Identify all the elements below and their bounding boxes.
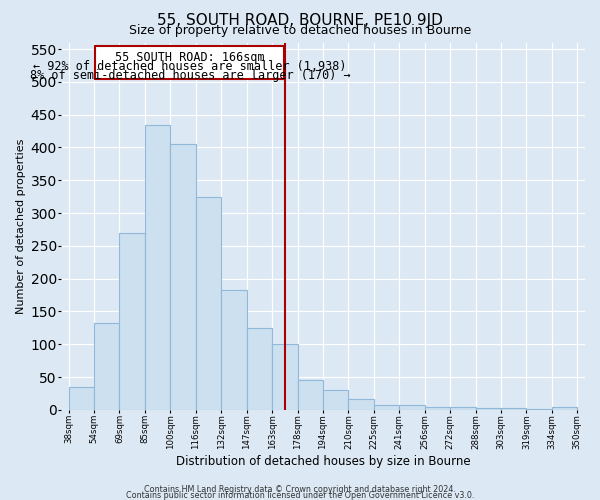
Bar <box>476 408 501 410</box>
Bar <box>247 328 272 410</box>
Text: Contains public sector information licensed under the Open Government Licence v3: Contains public sector information licen… <box>126 492 474 500</box>
Bar <box>425 406 450 410</box>
X-axis label: Distribution of detached houses by size in Bourne: Distribution of detached houses by size … <box>176 454 470 468</box>
Bar <box>323 390 349 410</box>
Bar <box>145 124 170 410</box>
FancyBboxPatch shape <box>95 46 284 78</box>
Bar <box>298 380 323 410</box>
Text: Contains HM Land Registry data © Crown copyright and database right 2024.: Contains HM Land Registry data © Crown c… <box>144 484 456 494</box>
Bar <box>68 387 94 410</box>
Bar <box>119 233 145 410</box>
Text: 55 SOUTH ROAD: 166sqm: 55 SOUTH ROAD: 166sqm <box>115 51 265 64</box>
Bar <box>349 398 374 410</box>
Bar <box>196 196 221 410</box>
Text: 8% of semi-detached houses are larger (170) →: 8% of semi-detached houses are larger (1… <box>29 70 350 82</box>
Bar <box>450 408 476 410</box>
Bar <box>526 408 552 410</box>
Text: 55, SOUTH ROAD, BOURNE, PE10 9JD: 55, SOUTH ROAD, BOURNE, PE10 9JD <box>157 12 443 28</box>
Bar <box>552 408 577 410</box>
Bar <box>400 404 425 410</box>
Bar <box>374 404 400 410</box>
Bar <box>272 344 298 410</box>
Bar <box>94 322 119 410</box>
Bar <box>170 144 196 410</box>
Y-axis label: Number of detached properties: Number of detached properties <box>16 138 26 314</box>
Bar <box>221 290 247 410</box>
Bar <box>501 408 526 410</box>
Text: Size of property relative to detached houses in Bourne: Size of property relative to detached ho… <box>129 24 471 37</box>
Text: ← 92% of detached houses are smaller (1,938): ← 92% of detached houses are smaller (1,… <box>33 60 347 73</box>
